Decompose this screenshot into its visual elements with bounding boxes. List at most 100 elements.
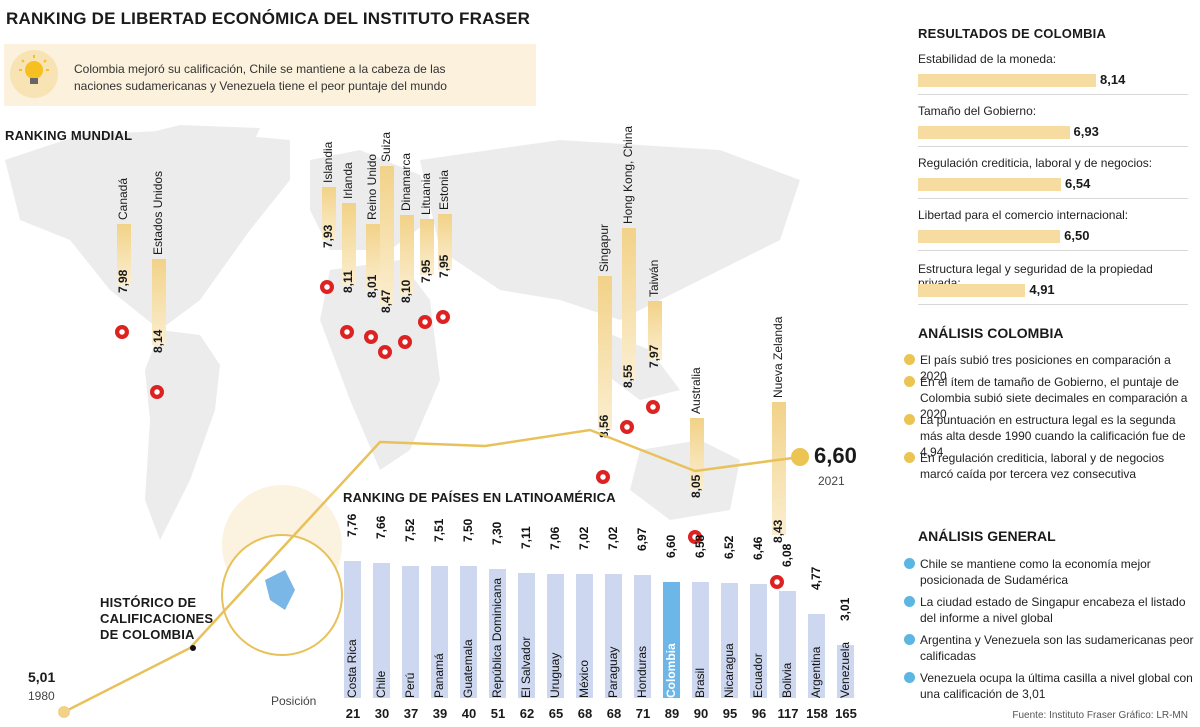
analisis-general-item-3: Venezuela ocupa la última casilla a nive…	[904, 670, 1194, 702]
latam-bar-value-16: 4,77	[809, 566, 823, 590]
analisis-colombia-bullet-dot	[904, 376, 915, 387]
analisis-general-title: ANÁLISIS GENERAL	[918, 528, 1056, 544]
latam-bar-value-11: 6,60	[664, 534, 678, 558]
latam-bar-value-5: 7,30	[490, 522, 504, 546]
resultado-bar-4	[918, 284, 1026, 297]
analisis-colombia-text: El país subió tres posiciones en compara…	[920, 353, 1171, 383]
latam-bar-9	[605, 574, 622, 698]
lightbulb-icon	[10, 50, 58, 98]
analisis-general-text: Argentina y Venezuela son las sudamerica…	[920, 633, 1194, 663]
world-bar-3	[342, 203, 356, 285]
world-bar-11	[648, 300, 662, 360]
resultado-divider-3	[918, 250, 1188, 251]
latam-bar-value-3: 7,51	[432, 518, 446, 542]
latam-position-12: 90	[693, 706, 709, 721]
analisis-general-text: Venezuela ocupa la última casilla a nive…	[920, 671, 1193, 701]
latam-bar-value-7: 7,06	[548, 526, 562, 550]
resultado-bar-3	[918, 230, 1061, 243]
resultado-value-4: 4,91	[1029, 282, 1055, 297]
latam-bar-label-0: Costa Rica	[345, 639, 359, 698]
resultado-value-0: 8,14	[1100, 72, 1126, 87]
analisis-general-bullet-dot	[904, 672, 915, 683]
latam-position-2: 37	[403, 706, 419, 721]
analisis-colombia-item-3: En regulación crediticia, laboral y de n…	[904, 450, 1194, 482]
world-bar-9	[598, 276, 612, 430]
flag-icon	[115, 325, 129, 339]
resultado-label-1: Tamaño del Gobierno:	[918, 104, 1037, 118]
latam-bar-label-8: México	[577, 659, 591, 698]
latam-bar-value-6: 7,11	[519, 526, 533, 549]
latam-bar-label-17: Venezuela	[838, 641, 852, 698]
analisis-general-item-2: Argentina y Venezuela son las sudamerica…	[904, 632, 1194, 664]
latam-position-9: 68	[606, 706, 622, 721]
latam-bar-value-14: 6,46	[751, 536, 765, 561]
resultado-label-2: Regulación crediticia, laboral y de nego…	[918, 156, 1153, 170]
latam-position-8: 68	[577, 706, 593, 721]
latam-bar-value-17: 3,01	[838, 597, 852, 621]
analisis-colombia-text: La puntuación en estructura legal es la …	[920, 413, 1186, 459]
latam-bar-label-10: Honduras	[635, 645, 649, 698]
latam-bar-value-8: 7,02	[577, 526, 591, 551]
historico-start-value: 5,01	[28, 669, 56, 685]
ranking-mundial-label: RANKING MUNDIAL	[5, 128, 133, 143]
flag-icon	[340, 325, 354, 339]
latam-bar-value-4: 7,50	[461, 518, 475, 542]
analisis-colombia-bullet-dot	[904, 354, 915, 365]
world-ranking-chart: 7,98 Canadá 8,14 Estados Unidos 7,93 Islandia…	[115, 126, 786, 589]
flag-icon	[646, 400, 660, 414]
latam-position-17: 165	[835, 706, 857, 721]
resultado-label-0: Estabilidad de la moneda:	[918, 52, 1057, 66]
resultado-divider-4	[918, 304, 1188, 305]
flag-icon	[688, 530, 702, 544]
latam-position-5: 51	[490, 706, 506, 721]
resultado-value-3: 6,50	[1064, 228, 1090, 243]
latam-position-1: 30	[374, 706, 390, 721]
latam-bar-17	[837, 644, 854, 698]
latam-bar-3	[431, 565, 448, 698]
latam-bar-value-2: 7,52	[403, 518, 417, 542]
latam-bar-value-10: 6,97	[635, 527, 649, 552]
flag-icon	[770, 575, 784, 589]
historico-end-value: 6,60	[814, 443, 857, 468]
resultado-value-1: 6,93	[1073, 124, 1099, 139]
resultado-divider-1	[918, 146, 1188, 147]
analisis-general-item-0: Chile se mantiene como la economía mejor…	[904, 556, 1194, 588]
world-bar-4	[366, 224, 380, 290]
analisis-general-item-1: La ciudad estado de Singapur encabeza el…	[904, 594, 1194, 626]
latam-bar-10	[634, 575, 651, 698]
analisis-colombia-text: En regulación crediticia, laboral y de n…	[920, 451, 1165, 481]
historico-line-chart	[58, 428, 809, 718]
posicion-label: Posición	[271, 694, 317, 708]
flag-icon	[596, 470, 610, 484]
resultados-title: RESULTADOS DE COLOMBIA	[918, 26, 1107, 41]
analisis-general-bullet-dot	[904, 558, 915, 569]
latam-bar-label-3: Panamá	[432, 653, 446, 698]
analisis-general-text: La ciudad estado de Singapur encabeza el…	[920, 595, 1186, 625]
latam-bar-15	[779, 590, 796, 698]
latam-bar-label-12: Brasil	[693, 667, 707, 698]
latam-position-16: 158	[806, 706, 828, 721]
historico-point-start	[58, 706, 70, 718]
analisis-colombia-bullet-dot	[904, 414, 915, 425]
world-bar-5	[380, 165, 394, 305]
latam-bar-label-4: Guatemala	[461, 639, 475, 698]
flag-icon	[378, 345, 392, 359]
analisis-general-bullet-dot	[904, 634, 915, 645]
latam-bar-value-13: 6,52	[722, 535, 736, 560]
latam-bar-1	[373, 563, 390, 698]
world-bar-12	[690, 418, 704, 490]
world-bar-13	[772, 402, 786, 535]
world-bar-1	[152, 258, 166, 345]
latam-bar-label-9: Paraguay	[606, 646, 620, 698]
latam-position-6: 62	[519, 706, 535, 721]
resultado-bar-1	[918, 126, 1070, 139]
world-bar-6	[400, 215, 414, 295]
flag-icon	[418, 315, 432, 329]
latam-bar-label-11: Colombia	[664, 643, 678, 698]
colombia-shape	[265, 570, 295, 610]
latam-bar-value-1: 7,66	[374, 515, 388, 540]
latam-bar-5	[489, 569, 506, 698]
historico-point-end	[791, 448, 809, 466]
latam-bar-label-7: Uruguay	[548, 652, 562, 698]
latam-bar-6	[518, 572, 535, 698]
